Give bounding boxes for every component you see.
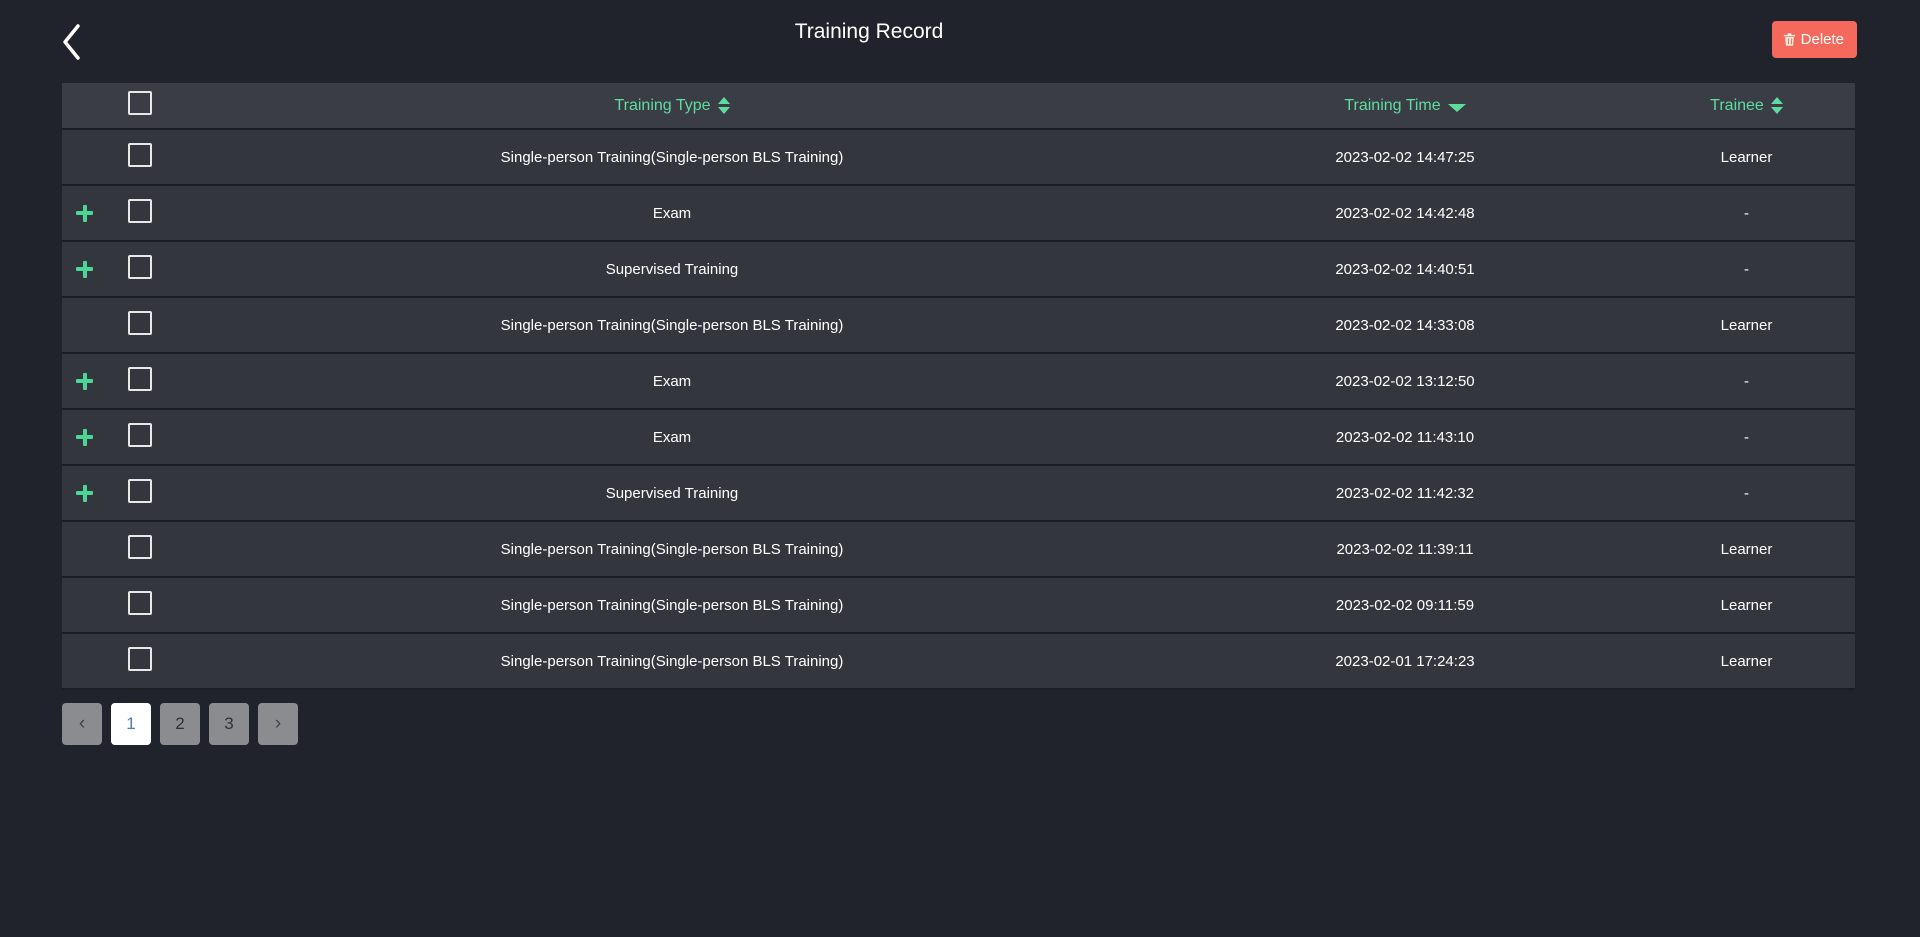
row-checkbox[interactable] [127, 590, 152, 615]
cell-training-type: Supervised Training [605, 484, 739, 502]
cell-trainee: Learner [1720, 540, 1773, 558]
training-record-table: Training Type Training Time Trainee Sing… [62, 83, 1855, 690]
column-header-label: Training Type [614, 96, 711, 114]
previous-page-button[interactable]: ‹ [62, 703, 102, 745]
row-checkbox[interactable] [127, 534, 152, 559]
expand-row-icon[interactable] [76, 428, 93, 446]
cell-trainee: Learner [1720, 148, 1773, 166]
delete-button[interactable]: Delete [1771, 21, 1857, 58]
table-row: Supervised Training 2023-02-02 14:40:51 - [62, 242, 1855, 298]
table-row: Supervised Training 2023-02-02 11:42:32 - [62, 466, 1855, 522]
row-checkbox[interactable] [127, 646, 152, 671]
page-button-3[interactable]: 3 [209, 703, 249, 745]
row-checkbox[interactable] [127, 142, 152, 167]
trash-icon [1783, 33, 1795, 46]
page-button-2[interactable]: 2 [160, 703, 200, 745]
row-checkbox[interactable] [127, 198, 152, 223]
table-row: Exam 2023-02-02 14:42:48 - [62, 186, 1855, 242]
cell-training-type: Exam [652, 428, 692, 446]
table-body: Single-person Training(Single-person BLS… [62, 130, 1855, 690]
cell-training-type: Single-person Training(Single-person BLS… [500, 148, 844, 166]
cell-training-time: 2023-02-02 14:42:48 [1335, 204, 1475, 222]
sort-descending-icon [1447, 103, 1466, 112]
table-row: Single-person Training(Single-person BLS… [62, 634, 1855, 690]
cell-trainee: - [1744, 260, 1749, 278]
select-all-checkbox[interactable] [127, 91, 152, 115]
back-button[interactable] [58, 20, 102, 64]
cell-training-type: Exam [652, 372, 692, 390]
cell-training-time: 2023-02-02 14:33:08 [1335, 316, 1475, 334]
cell-training-time: 2023-02-02 13:12:50 [1335, 372, 1475, 390]
cell-training-type: Single-person Training(Single-person BLS… [500, 652, 844, 670]
top-bar: Training Record Delete [0, 0, 1920, 83]
cell-trainee: Learner [1720, 316, 1773, 334]
expand-row-icon[interactable] [76, 372, 93, 390]
table-header-row: Training Type Training Time Trainee [62, 83, 1855, 130]
table-row: Single-person Training(Single-person BLS… [62, 578, 1855, 634]
delete-button-label: Delete [1800, 31, 1844, 48]
cell-trainee: - [1744, 484, 1749, 502]
cell-trainee: - [1744, 372, 1749, 390]
row-checkbox[interactable] [127, 366, 152, 391]
cell-training-type: Exam [652, 204, 692, 222]
row-checkbox[interactable] [127, 254, 152, 279]
cell-training-type: Single-person Training(Single-person BLS… [500, 316, 844, 334]
column-header-training-type[interactable]: Training Type [172, 97, 1172, 115]
column-header-label: Trainee [1710, 96, 1764, 114]
column-header-trainee[interactable]: Trainee [1638, 97, 1855, 115]
cell-training-time: 2023-02-02 11:43:10 [1335, 428, 1475, 446]
expand-row-icon[interactable] [76, 484, 93, 502]
sort-up-down-icon [717, 97, 730, 114]
expand-row-icon[interactable] [76, 204, 93, 222]
column-header-training-time[interactable]: Training Time [1172, 97, 1638, 115]
table-row: Exam 2023-02-02 11:43:10 - [62, 410, 1855, 466]
column-header-label: Training Time [1344, 96, 1441, 114]
table-row: Single-person Training(Single-person BLS… [62, 298, 1855, 354]
cell-trainee: Learner [1720, 596, 1773, 614]
cell-training-type: Single-person Training(Single-person BLS… [500, 540, 844, 558]
table-row: Single-person Training(Single-person BLS… [62, 522, 1855, 578]
cell-trainee: - [1744, 204, 1749, 222]
table-row: Exam 2023-02-02 13:12:50 - [62, 354, 1855, 410]
cell-training-time: 2023-02-02 11:39:11 [1336, 540, 1474, 558]
cell-training-time: 2023-02-02 14:47:25 [1335, 148, 1475, 166]
page-button-1[interactable]: 1 [111, 703, 151, 745]
row-checkbox[interactable] [127, 422, 152, 447]
row-checkbox[interactable] [127, 310, 152, 335]
page-title: Training Record [794, 20, 944, 43]
cell-training-time: 2023-02-02 09:11:59 [1335, 596, 1475, 614]
next-page-button[interactable]: › [258, 703, 298, 745]
row-checkbox[interactable] [127, 478, 152, 503]
chevron-left-icon [63, 24, 80, 60]
cell-training-time: 2023-02-02 14:40:51 [1335, 260, 1475, 278]
table-row: Single-person Training(Single-person BLS… [62, 130, 1855, 186]
cell-trainee: Learner [1720, 652, 1773, 670]
cell-training-type: Supervised Training [605, 260, 739, 278]
cell-trainee: - [1744, 428, 1749, 446]
sort-up-down-icon [1770, 97, 1783, 114]
cell-training-time: 2023-02-02 11:42:32 [1335, 484, 1475, 502]
expand-row-icon[interactable] [76, 260, 93, 278]
cell-training-time: 2023-02-01 17:24:23 [1335, 652, 1475, 670]
cell-training-type: Single-person Training(Single-person BLS… [500, 596, 844, 614]
